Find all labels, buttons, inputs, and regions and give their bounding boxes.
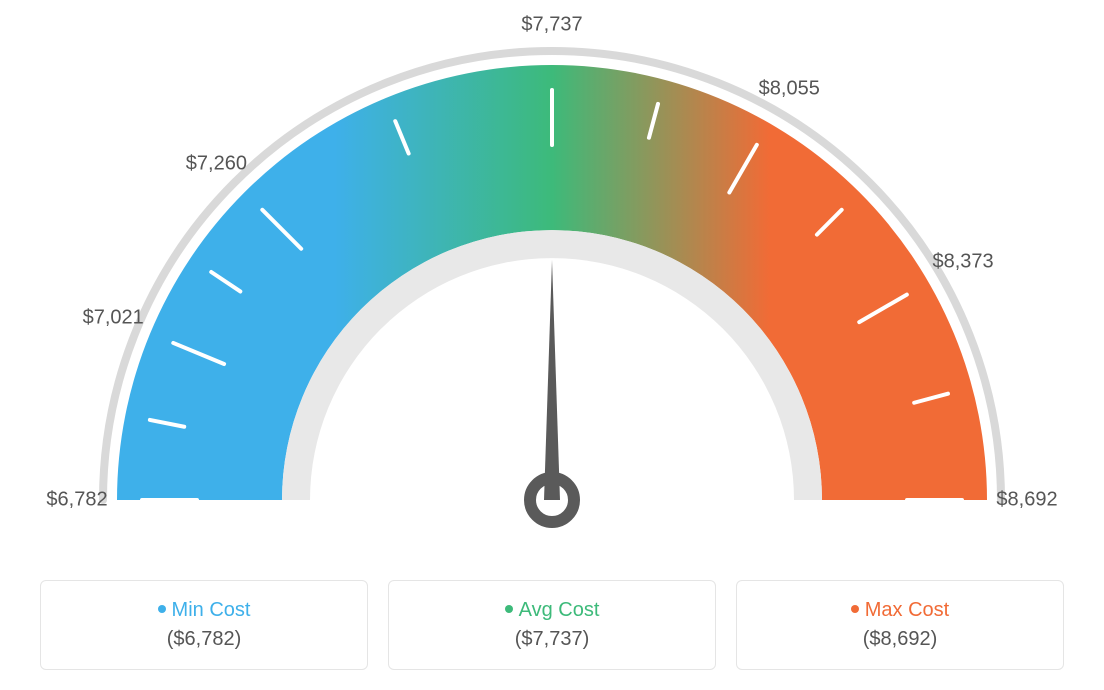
gauge-tick-label: $6,782: [46, 489, 107, 512]
legend-avg-label: Avg Cost: [519, 599, 600, 621]
gauge-tick-label: $7,260: [186, 152, 247, 175]
legend-min-card: Min Cost ($6,782): [40, 580, 368, 670]
gauge-tick-label: $8,055: [759, 77, 820, 100]
legend-avg-title: Avg Cost: [399, 599, 705, 622]
legend-min-value: ($6,782): [51, 628, 357, 651]
legend-min-label: Min Cost: [172, 599, 251, 621]
legend-max-value: ($8,692): [747, 628, 1053, 651]
legend-max-label: Max Cost: [865, 599, 949, 621]
dot-icon: [158, 605, 166, 613]
legend-max-title: Max Cost: [747, 599, 1053, 622]
gauge-tick-label: $8,373: [933, 251, 994, 274]
gauge-tick-label: $8,692: [996, 489, 1057, 512]
legend-min-title: Min Cost: [51, 599, 357, 622]
gauge-tick-label: $7,737: [521, 14, 582, 37]
dot-icon: [505, 605, 513, 613]
legend-max-card: Max Cost ($8,692): [736, 580, 1064, 670]
legend-avg-value: ($7,737): [399, 628, 705, 651]
dot-icon: [851, 605, 859, 613]
gauge-tick-label: $7,021: [83, 307, 144, 330]
legend-avg-card: Avg Cost ($7,737): [388, 580, 716, 670]
legend-row: Min Cost ($6,782) Avg Cost ($7,737) Max …: [40, 580, 1064, 670]
cost-gauge: $6,782 $7,021 $7,260 $7,737 $8,055 $8,373 $8,6…: [0, 0, 1104, 560]
